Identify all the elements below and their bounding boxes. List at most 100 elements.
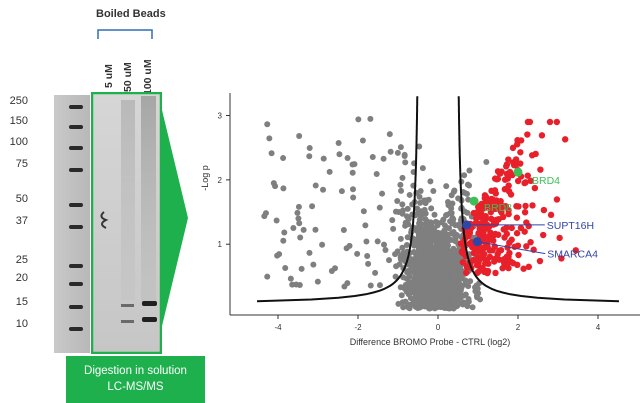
grey-point bbox=[306, 144, 313, 151]
red-point bbox=[457, 240, 464, 247]
grey-point bbox=[414, 251, 421, 258]
red-point bbox=[496, 247, 503, 255]
grey-point bbox=[444, 285, 451, 292]
grey-point bbox=[310, 261, 317, 268]
red-point bbox=[481, 192, 489, 199]
grey-point bbox=[349, 169, 356, 176]
lane-label-5um: 5 uM bbox=[103, 64, 115, 88]
red-point bbox=[490, 217, 497, 224]
grey-point bbox=[306, 249, 313, 256]
red-point bbox=[513, 230, 521, 237]
grey-point bbox=[404, 303, 411, 310]
red-point bbox=[514, 242, 522, 249]
grey-point bbox=[446, 304, 453, 311]
grey-point bbox=[359, 137, 366, 144]
grey-point bbox=[376, 282, 383, 289]
red-point bbox=[536, 257, 544, 265]
grey-point bbox=[418, 277, 425, 284]
label-brd8: BRD8 bbox=[484, 202, 512, 214]
grey-point bbox=[454, 259, 461, 266]
grey-point bbox=[444, 268, 451, 275]
grey-point bbox=[417, 187, 424, 194]
grey-point bbox=[436, 244, 443, 251]
grey-point bbox=[450, 216, 457, 223]
marker-label: 10 bbox=[15, 318, 28, 330]
grey-point bbox=[450, 250, 457, 257]
red-point bbox=[525, 222, 532, 230]
grey-point bbox=[380, 155, 387, 162]
grey-point bbox=[417, 199, 424, 206]
red-point bbox=[490, 204, 497, 211]
grey-point bbox=[373, 171, 380, 178]
red-point bbox=[463, 269, 470, 276]
grey-point bbox=[445, 225, 452, 232]
grey-point bbox=[264, 121, 271, 128]
grey-point bbox=[355, 116, 362, 123]
grey-point bbox=[274, 252, 281, 259]
red-point bbox=[503, 161, 511, 168]
grey-point bbox=[408, 263, 415, 270]
red-point bbox=[484, 267, 492, 275]
grey-point bbox=[428, 249, 435, 256]
grey-point bbox=[312, 226, 319, 233]
grey-point bbox=[340, 227, 347, 234]
grey-point bbox=[457, 287, 464, 294]
red-point bbox=[492, 230, 499, 238]
red-point bbox=[472, 215, 480, 222]
grey-point bbox=[386, 257, 393, 264]
grey-point bbox=[360, 208, 367, 215]
red-point bbox=[553, 118, 561, 126]
red-point bbox=[539, 231, 547, 239]
grey-point bbox=[431, 300, 438, 307]
red-point bbox=[480, 245, 487, 252]
grey-point bbox=[394, 149, 401, 156]
grey-point bbox=[448, 210, 455, 217]
red-point bbox=[515, 251, 522, 259]
lane-label-50um: 50 uM bbox=[122, 62, 134, 92]
red-point bbox=[498, 209, 505, 216]
grey-point bbox=[408, 280, 415, 287]
grey-point bbox=[363, 238, 370, 245]
grey-point bbox=[390, 225, 397, 232]
red-point bbox=[527, 238, 534, 246]
red-point bbox=[526, 118, 534, 126]
grey-point bbox=[464, 209, 471, 216]
red-point bbox=[513, 214, 521, 221]
grey-point bbox=[453, 293, 460, 300]
grey-point bbox=[418, 294, 425, 301]
red-point bbox=[524, 131, 531, 138]
grey-point bbox=[293, 281, 300, 288]
grey-point bbox=[430, 269, 437, 276]
grey-point bbox=[428, 254, 435, 261]
y-tick-label: 3 bbox=[218, 112, 223, 121]
red-point bbox=[517, 160, 524, 167]
grey-point bbox=[449, 265, 456, 272]
grey-point bbox=[418, 228, 425, 235]
grey-point bbox=[466, 182, 473, 189]
grey-point bbox=[350, 194, 357, 201]
red-point bbox=[492, 269, 499, 277]
volcano-plot: -4 -2 0 2 4 1 2 3 Difference BROMO Probe - CTRL … bbox=[200, 93, 640, 347]
red-point bbox=[458, 248, 466, 256]
grey-point bbox=[438, 302, 445, 309]
grey-point bbox=[338, 188, 345, 195]
grey-point bbox=[455, 222, 462, 229]
red-point bbox=[500, 256, 508, 263]
grey-point bbox=[483, 158, 490, 165]
x-tick-label: 0 bbox=[436, 323, 441, 332]
grey-point bbox=[420, 247, 427, 254]
grey-point bbox=[431, 211, 438, 218]
grey-point bbox=[453, 300, 460, 307]
red-point bbox=[475, 229, 482, 237]
grey-point bbox=[397, 252, 404, 259]
grey-point bbox=[436, 297, 443, 304]
marker-label: 100 bbox=[9, 136, 28, 148]
red-point bbox=[514, 177, 522, 185]
y-axis-label: -Log p bbox=[200, 165, 210, 191]
red-point bbox=[506, 249, 513, 257]
grey-point bbox=[448, 192, 455, 199]
red-point bbox=[538, 132, 546, 139]
red-point bbox=[521, 228, 528, 235]
grey-point bbox=[268, 150, 275, 157]
grey-point bbox=[422, 197, 429, 204]
